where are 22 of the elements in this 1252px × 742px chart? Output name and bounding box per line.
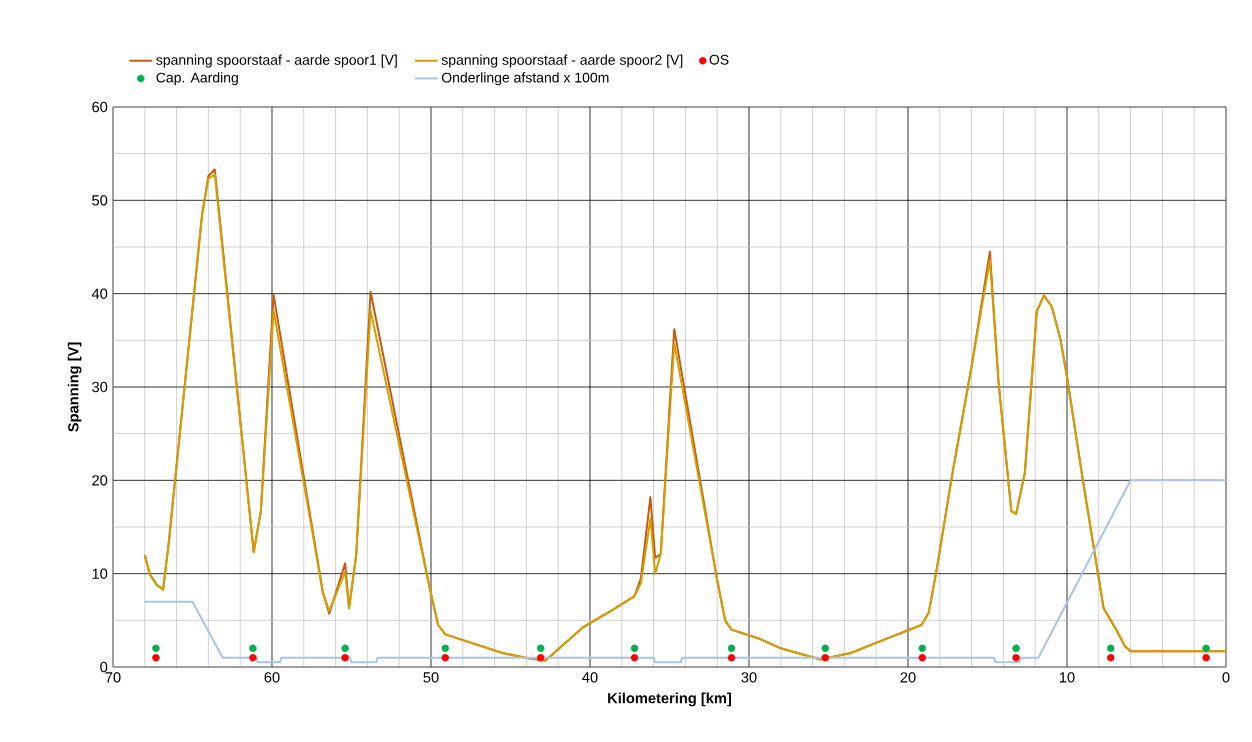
y-tick-label: 40 [91,288,108,299]
y-axis-title: Spanning [V] [67,342,82,432]
x-tick-label: 50 [423,672,439,683]
x-tick-label: 0 [1222,672,1230,683]
y-tick-label: 20 [92,475,108,486]
legend-label: spanning spoorstaaf - aarde spoor2 [V] [441,54,683,68]
x-tick-label: 60 [264,672,280,683]
x-tick-label: 10 [1059,672,1075,683]
legend-label: spanning spoorstaaf - aarde spoor1 [V] [156,54,397,68]
x-tick-label: 30 [741,672,757,683]
y-tick-label: 0 [100,661,108,673]
x-axis-title: Kilometering [km] [608,692,731,707]
y-tick-label: 30 [92,381,108,393]
x-tick-label: 40 [582,672,598,683]
x-tick-label: 20 [900,672,916,683]
x-tick-label: 70 [105,672,121,683]
legend-label: Onderlinge afstand x 100m [441,72,609,86]
legend-label: OS [709,54,729,65]
y-tick-label: 60 [92,101,108,113]
y-tick-label: 50 [92,195,108,206]
legend-label: Cap. Aarding [156,72,238,86]
y-tick-label: 10 [92,568,108,579]
